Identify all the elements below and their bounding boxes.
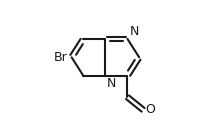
Text: N: N bbox=[107, 77, 116, 90]
Text: Br: Br bbox=[54, 51, 68, 64]
Text: N: N bbox=[130, 25, 140, 38]
Text: O: O bbox=[146, 103, 156, 116]
